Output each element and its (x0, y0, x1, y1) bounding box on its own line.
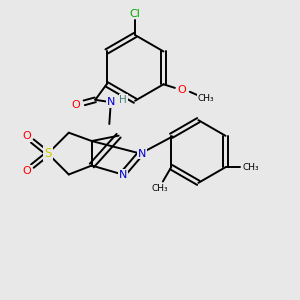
Text: O: O (22, 166, 31, 176)
Text: N: N (119, 170, 127, 180)
Text: O: O (178, 85, 186, 95)
Text: CH₃: CH₃ (243, 163, 259, 172)
Text: S: S (44, 147, 52, 160)
Text: O: O (22, 131, 31, 141)
Text: Cl: Cl (130, 8, 140, 19)
Text: H: H (119, 95, 127, 105)
Text: CH₃: CH₃ (152, 184, 168, 193)
Text: N: N (106, 97, 115, 107)
Text: N: N (138, 148, 146, 159)
Text: O: O (72, 100, 80, 110)
Text: CH₃: CH₃ (198, 94, 214, 103)
